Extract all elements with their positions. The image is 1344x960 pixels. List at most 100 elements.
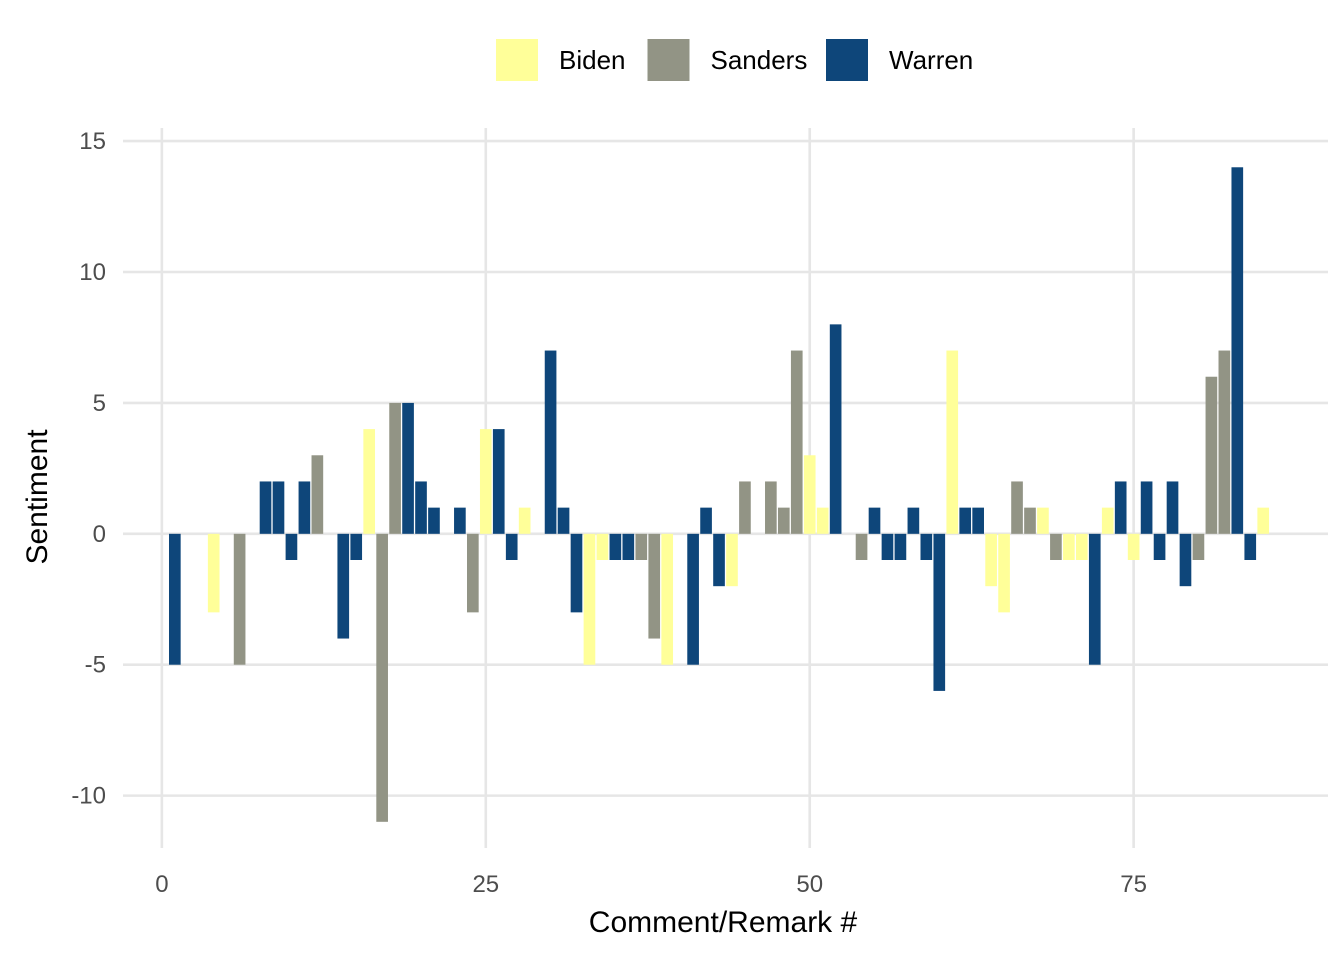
legend-item-sanders: Sanders	[647, 39, 808, 81]
bar-sanders	[1192, 533, 1205, 560]
bar-sanders	[1024, 507, 1036, 534]
bar-warren	[298, 481, 311, 534]
bar-biden	[985, 533, 997, 587]
bar-biden	[1101, 507, 1114, 534]
bar-warren	[687, 533, 699, 665]
y-axis-title: Sentiment	[21, 429, 54, 565]
bar-sanders	[790, 350, 803, 534]
bar-warren	[168, 533, 181, 665]
bar-warren	[272, 481, 285, 534]
legend: Biden Sanders Warren	[496, 39, 973, 81]
bar-warren	[402, 402, 414, 534]
bar-warren	[972, 507, 984, 534]
bar-sanders	[376, 533, 388, 822]
bar-warren	[959, 507, 972, 534]
bar-warren	[570, 533, 583, 613]
bar-biden	[726, 533, 738, 587]
bar-biden	[661, 533, 674, 665]
bar-biden	[583, 533, 596, 665]
bar-sanders	[1205, 376, 1218, 534]
bar-warren	[609, 533, 622, 560]
bar-warren	[1244, 533, 1257, 560]
bar-biden	[1127, 533, 1140, 560]
y-tick-label: -5	[85, 652, 106, 679]
bar-warren	[907, 507, 920, 534]
bar-warren	[337, 533, 350, 639]
bar-warren	[1231, 167, 1244, 534]
bar-warren	[492, 429, 505, 534]
bar-warren	[415, 481, 427, 534]
bar-biden	[1257, 507, 1270, 534]
y-tick-label: 0	[93, 521, 106, 548]
bar-warren	[557, 507, 570, 534]
bar-warren	[285, 533, 298, 560]
bar-sanders	[389, 402, 401, 534]
legend-key-biden	[496, 39, 538, 81]
bar-biden	[998, 533, 1010, 613]
legend-item-biden: Biden	[496, 39, 626, 81]
bar-sanders	[777, 507, 790, 534]
bar-sanders	[739, 481, 751, 534]
bar-warren	[1179, 533, 1192, 587]
bar-biden	[816, 507, 829, 534]
bar-sanders	[233, 533, 246, 665]
y-tick-label: 5	[93, 390, 106, 417]
bar-warren	[1153, 533, 1166, 560]
bar-sanders	[1218, 350, 1231, 534]
bar-warren	[622, 533, 635, 560]
x-tick-label: 75	[1120, 871, 1147, 898]
bar-sanders	[1011, 481, 1023, 534]
bar-biden	[596, 533, 609, 560]
bar-biden	[207, 533, 220, 613]
bar-warren	[1140, 481, 1153, 534]
bar-warren	[259, 481, 272, 534]
bar-sanders	[467, 533, 479, 613]
legend-key-sanders	[647, 39, 690, 81]
bar-warren	[920, 533, 933, 560]
legend-item-warren: Warren	[826, 39, 973, 81]
bar-warren	[713, 533, 725, 587]
bar-sanders	[855, 533, 868, 560]
bar-warren	[829, 324, 842, 534]
bar-warren	[428, 507, 440, 534]
legend-label: Sanders	[711, 45, 808, 75]
bar-biden	[479, 429, 492, 534]
bar-warren	[868, 507, 881, 534]
bar-warren	[881, 533, 894, 560]
y-tick-label: 15	[79, 128, 106, 155]
bar-sanders	[311, 455, 324, 534]
bar-biden	[1063, 533, 1075, 560]
bar-warren	[894, 533, 907, 560]
bar-biden	[946, 350, 959, 534]
bar-warren	[505, 533, 518, 560]
x-axis-tick-labels: 0 25 50 75	[155, 871, 1147, 898]
bar-warren	[1088, 533, 1101, 665]
x-tick-label: 50	[796, 871, 823, 898]
bar-warren	[700, 507, 712, 534]
legend-label: Warren	[889, 45, 973, 75]
bar-biden	[1037, 507, 1049, 534]
bar-warren	[1114, 481, 1127, 534]
bar-sanders	[635, 533, 648, 560]
legend-label: Biden	[559, 45, 626, 75]
bar-warren	[454, 507, 466, 534]
x-axis-title: Comment/Remark #	[589, 906, 858, 939]
bar-warren	[1166, 481, 1179, 534]
bar-warren	[350, 533, 363, 560]
y-tick-label: 10	[79, 259, 106, 286]
x-tick-label: 0	[155, 871, 168, 898]
bar-biden	[518, 507, 531, 534]
y-axis-tick-labels: -10 -5 0 5 10 15	[71, 128, 106, 810]
y-tick-label: -10	[71, 783, 106, 810]
bar-biden	[363, 429, 376, 534]
bar-warren	[933, 533, 946, 691]
bar-sanders	[765, 481, 777, 534]
x-tick-label: 25	[472, 871, 499, 898]
legend-key-warren	[826, 39, 868, 81]
bar-sanders	[1050, 533, 1062, 560]
bar-sanders	[648, 533, 661, 639]
bar-warren	[544, 350, 557, 534]
bar-biden	[1075, 533, 1088, 560]
bars	[168, 167, 1270, 822]
